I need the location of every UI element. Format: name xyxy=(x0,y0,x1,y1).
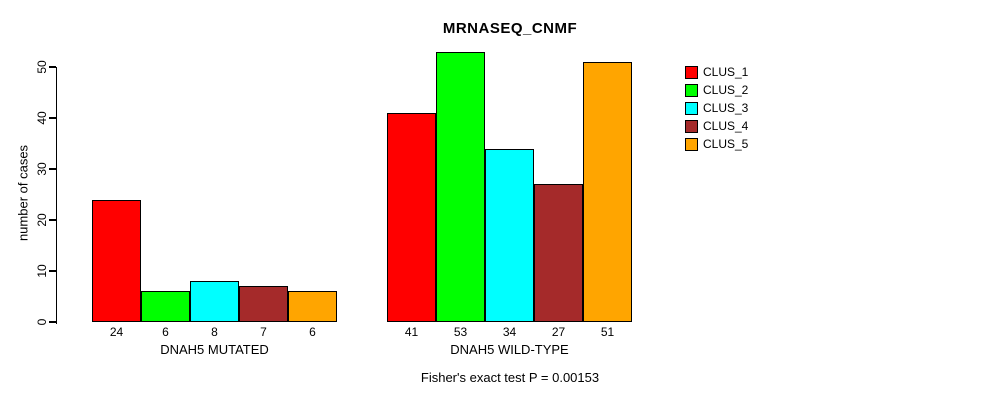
bar xyxy=(92,199,141,322)
bar-value-label: 41 xyxy=(404,325,419,339)
group-label: DNAH5 WILD-TYPE xyxy=(450,342,569,357)
y-tick-label: 10 xyxy=(35,264,49,278)
bar xyxy=(534,184,583,322)
bar xyxy=(485,148,534,322)
chart-title: MRNASEQ_CNMF xyxy=(442,20,578,37)
bar-value-label: 27 xyxy=(551,325,566,339)
bar xyxy=(190,281,239,322)
y-tick-mark xyxy=(48,219,56,221)
bar-value-label: 51 xyxy=(600,325,615,339)
bar-value-label: 24 xyxy=(109,325,124,339)
bar xyxy=(288,291,337,322)
y-tick-label: 20 xyxy=(35,213,49,227)
bar xyxy=(583,61,632,322)
y-tick-label: 40 xyxy=(35,111,49,125)
y-tick-label: 50 xyxy=(35,60,49,74)
legend-swatch xyxy=(685,66,698,79)
bar-value-label: 6 xyxy=(162,325,169,339)
y-tick-mark xyxy=(48,270,56,272)
legend-label: CLUS_2 xyxy=(703,83,749,97)
legend-label: CLUS_3 xyxy=(703,101,749,115)
y-tick-mark xyxy=(48,168,56,170)
bar-value-label: 53 xyxy=(453,325,468,339)
y-axis-line xyxy=(55,67,57,324)
bar-value-label: 34 xyxy=(502,325,517,339)
y-tick-label: 0 xyxy=(35,318,49,326)
legend-swatch xyxy=(685,102,698,115)
bar xyxy=(141,291,190,322)
legend-swatch xyxy=(685,138,698,151)
bar-value-label: 6 xyxy=(309,325,316,339)
y-tick-mark xyxy=(48,66,56,68)
legend-swatch xyxy=(685,120,698,133)
y-tick-mark xyxy=(48,321,56,323)
legend-label: CLUS_4 xyxy=(703,119,749,133)
bar xyxy=(436,51,485,322)
bar-value-label: 8 xyxy=(211,325,218,339)
bar xyxy=(239,286,288,322)
fisher-test-note: Fisher's exact test P = 0.00153 xyxy=(420,370,600,385)
legend-swatch xyxy=(685,84,698,97)
legend-label: CLUS_5 xyxy=(703,137,749,151)
bar xyxy=(387,112,436,322)
bar-value-label: 7 xyxy=(260,325,267,339)
y-tick-mark xyxy=(48,117,56,119)
legend-label: CLUS_1 xyxy=(703,65,749,79)
y-tick-label: 30 xyxy=(35,162,49,176)
group-label: DNAH5 MUTATED xyxy=(160,342,269,357)
